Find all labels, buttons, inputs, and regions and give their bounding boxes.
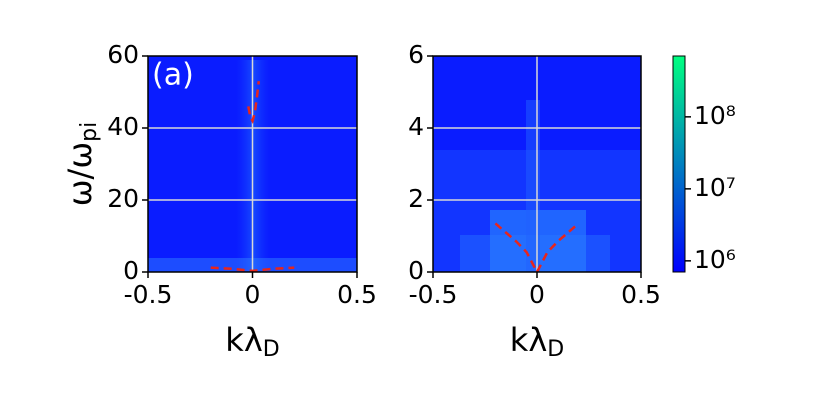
y-tick-label: 40 — [107, 112, 139, 141]
y-axis-label: ω/ωpi — [61, 122, 102, 206]
x-tick-label: 0.5 — [337, 280, 377, 309]
x-tick-label: 0 — [245, 280, 261, 309]
x-tick-label: -0.5 — [124, 280, 173, 309]
colorbar-tick-label: 10⁸ — [694, 101, 736, 130]
colorbar-tick-label: 10⁷ — [694, 173, 736, 202]
y-tick-label: 4 — [408, 112, 424, 141]
x-axis-label-sub: D — [263, 337, 280, 362]
y-tick-label: 0 — [408, 256, 424, 285]
y-tick-label: 6 — [408, 40, 424, 69]
x-axis-label-sub: D — [547, 337, 564, 362]
dispersion-curve — [494, 222, 580, 275]
x-tick-label: 0 — [529, 280, 545, 309]
x-tick-label: -0.5 — [409, 280, 458, 309]
colorbar — [672, 55, 686, 273]
x-axis-label-text: kλ — [510, 321, 547, 359]
dispersion-curve — [210, 266, 295, 273]
y-axis-label-sub: pi — [77, 122, 102, 142]
y-axis-label-text: ω/ω — [61, 142, 99, 206]
plot-frame — [432, 55, 642, 273]
y-tick-label: 60 — [107, 40, 139, 69]
y-tick-label: 2 — [408, 184, 424, 213]
x-axis-label-text: kλ — [225, 321, 262, 359]
x-tick-label: 0.5 — [621, 280, 661, 309]
y-tick-label: 0 — [123, 256, 139, 285]
x-axis-label: kλD — [510, 321, 564, 362]
colorbar-tick-label: 10⁶ — [694, 245, 736, 274]
y-tick-label: 20 — [107, 184, 139, 213]
annotation: (a) — [152, 58, 194, 93]
dispersion-curve — [247, 81, 261, 124]
x-axis-label: kλD — [225, 321, 279, 362]
plot-frame — [147, 55, 358, 273]
